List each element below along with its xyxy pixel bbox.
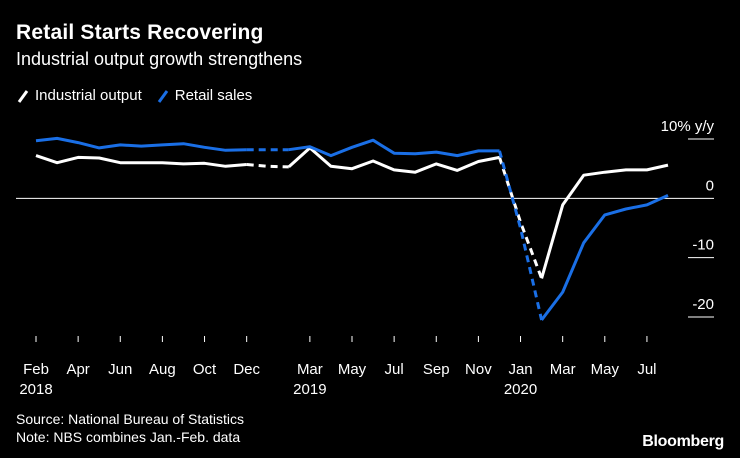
x-tick-label: Oct xyxy=(193,361,217,378)
y-tick-label: 0 xyxy=(706,177,714,194)
data-note: Note: NBS combines Jan.-Feb. data xyxy=(16,429,241,445)
legend-label-industrial: Industrial output xyxy=(35,87,142,104)
source-note: Source: National Bureau of Statistics xyxy=(16,411,245,427)
x-tick-label: Mar xyxy=(297,361,323,378)
x-tick-label: Nov xyxy=(465,361,492,378)
bloomberg-logo: Bloomberg xyxy=(642,433,724,450)
x-tick-label: Apr xyxy=(66,361,89,378)
legend: Industrial output Retail sales xyxy=(16,87,266,104)
series-line-industrial-output xyxy=(35,154,247,168)
x-year-label: 2019 xyxy=(293,381,326,398)
x-tick-label: May xyxy=(591,361,620,378)
x-tick-label: Dec xyxy=(233,361,260,378)
legend-label-retail: Retail sales xyxy=(174,87,253,104)
legend-item-retail: Retail sales xyxy=(156,87,253,104)
series-line-retail-sales xyxy=(35,136,247,152)
x-year-label: 2020 xyxy=(504,381,537,398)
x-tick-label: Jul xyxy=(637,361,656,378)
x-tick-label: Aug xyxy=(149,361,176,378)
x-tick-label: Mar xyxy=(550,361,576,378)
x-tick-label: Jul xyxy=(385,361,404,378)
series-line-industrial-output-dashed xyxy=(498,156,544,279)
y-tick-label: -20 xyxy=(692,296,714,313)
legend-swatch-retail xyxy=(157,89,168,103)
chart-subtitle: Industrial output growth strengthens xyxy=(16,49,303,69)
series-line-industrial-output-dashed xyxy=(246,163,289,169)
x-tick-label: Sep xyxy=(423,361,450,378)
legend-item-industrial: Industrial output xyxy=(16,87,142,104)
series-line-retail-sales-dashed xyxy=(498,150,544,321)
chart-title: Retail Starts Recovering xyxy=(16,21,264,44)
x-tick-label: Jan xyxy=(508,361,532,378)
legend-swatch-industrial xyxy=(17,89,29,103)
series-line-retail-sales xyxy=(540,194,669,321)
series-line-retail-sales xyxy=(288,138,500,158)
x-tick-label: May xyxy=(338,361,367,378)
series-line-industrial-output xyxy=(540,163,669,279)
x-tick-label: Jun xyxy=(108,361,132,378)
series-line-industrial-output xyxy=(287,146,500,174)
y-tick-label: -10 xyxy=(692,237,714,254)
x-year-label: 2018 xyxy=(19,381,52,398)
x-tick-label: Feb xyxy=(23,361,49,378)
y-tick-label: 10% y/y xyxy=(661,118,715,135)
